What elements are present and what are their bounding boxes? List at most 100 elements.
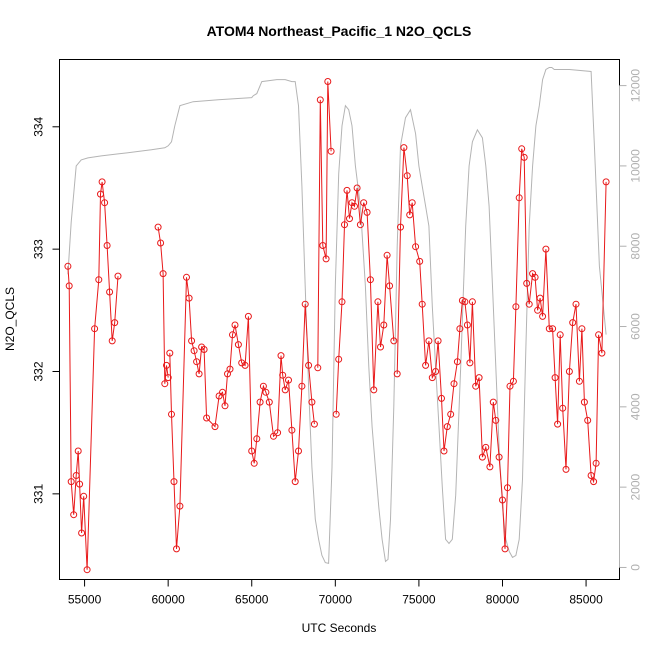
n2o-point	[406, 211, 414, 219]
x-axis: 55000 60000 65000 70000 75000 80000 85000	[68, 579, 603, 607]
n2o-point	[383, 251, 391, 259]
chart-title: ATOM4 Northeast_Pacific_1 N2O_QCLS	[207, 23, 472, 39]
n2o-point	[499, 496, 506, 504]
n2o-point	[434, 337, 442, 345]
n2o-point	[482, 443, 490, 451]
y-tick-label-left: 334	[32, 116, 46, 136]
n2o-point	[512, 303, 520, 311]
n2o-point	[83, 566, 91, 574]
n2o-point	[244, 312, 252, 320]
n2o-point	[154, 223, 162, 231]
n2o-point	[360, 199, 368, 207]
n2o-point	[111, 319, 119, 327]
n2o-point	[472, 382, 480, 390]
n2o-point	[250, 459, 258, 467]
n2o-point	[159, 270, 167, 278]
n2o-point	[157, 239, 165, 247]
n2o-point	[173, 545, 180, 553]
n2o-point	[400, 144, 408, 152]
x-tick-label: 60000	[151, 593, 185, 607]
n2o-point	[219, 388, 226, 396]
n2o-point	[416, 257, 424, 265]
n2o-point	[341, 221, 348, 229]
n2o-point	[356, 221, 364, 229]
n2o-point	[200, 346, 208, 353]
n2o-point	[91, 325, 99, 333]
x-tick-label: 65000	[235, 593, 269, 607]
n2o-point	[440, 447, 448, 455]
y-tick-label-left: 331	[32, 484, 46, 504]
n2o-point	[332, 410, 340, 418]
n2o-point	[422, 361, 430, 369]
n2o-point	[531, 273, 539, 281]
n2o-point	[386, 282, 394, 290]
n2o-point	[253, 435, 261, 443]
x-tick-label: 85000	[569, 593, 603, 607]
n2o-point	[447, 410, 455, 418]
n2o-point	[412, 243, 420, 251]
n2o-point	[432, 368, 440, 375]
n2o-point	[539, 312, 547, 320]
y-tick-label-right: 8000	[629, 233, 643, 260]
n2o-point	[551, 374, 559, 382]
n2o-point	[265, 398, 273, 406]
n2o-point	[226, 365, 234, 373]
n2o-point	[64, 262, 72, 270]
n2o-point	[478, 453, 486, 461]
n2o-point	[569, 319, 577, 327]
n2o-point	[443, 423, 451, 431]
n2o-point	[193, 358, 201, 366]
n2o-point	[262, 388, 270, 396]
n2o-point	[565, 368, 573, 375]
n2o-point	[397, 223, 404, 231]
n2o-point	[164, 374, 172, 382]
n2o-point	[403, 172, 411, 180]
plot-area-frame	[59, 59, 620, 580]
n2o-point	[353, 184, 361, 192]
n2o-point	[408, 199, 416, 207]
n2o-point	[229, 331, 236, 339]
n2o-point	[598, 349, 606, 357]
n2o-point	[295, 447, 302, 455]
n2o-point	[190, 347, 198, 355]
n2o-point	[211, 423, 219, 431]
n2o-point	[241, 361, 249, 369]
n2o-point	[418, 300, 426, 308]
n2o-point	[578, 325, 586, 333]
n2o-point	[338, 298, 346, 306]
n2o-point	[489, 398, 497, 406]
n2o-point	[466, 359, 474, 367]
n2o-point	[584, 416, 592, 424]
n2o-point	[492, 416, 500, 424]
n2o-point	[80, 492, 88, 500]
n2o-point	[166, 349, 174, 357]
altitude-line	[67, 67, 607, 565]
n2o-point	[256, 398, 264, 406]
n2o-point	[343, 186, 351, 194]
n2o-point	[277, 352, 285, 360]
n2o-point	[95, 276, 103, 284]
n2o-point	[183, 273, 190, 281]
n2o-point	[572, 300, 580, 308]
n2o-point	[468, 298, 476, 306]
n2o-point	[301, 300, 309, 308]
n2o-point	[279, 371, 287, 379]
n2o-point	[351, 202, 358, 210]
series-layer	[64, 67, 610, 574]
n2o-point	[310, 420, 318, 428]
n2o-point	[231, 321, 239, 329]
n2o-point	[335, 355, 343, 363]
n2o-point	[103, 242, 111, 249]
n2o-point	[298, 382, 306, 390]
y-tick-label-right: 0	[629, 564, 643, 571]
n2o-point	[520, 153, 528, 161]
n2o-point	[319, 242, 327, 249]
n2o-point	[203, 414, 211, 422]
y-tick-label-left: 333	[32, 239, 46, 259]
n2o-point	[98, 178, 106, 186]
n2o-point	[65, 282, 73, 290]
x-axis-label: UTC Seconds	[302, 621, 377, 635]
n2o-point	[523, 279, 531, 287]
n2o-point	[506, 382, 514, 390]
x-tick-label: 70000	[319, 593, 353, 607]
